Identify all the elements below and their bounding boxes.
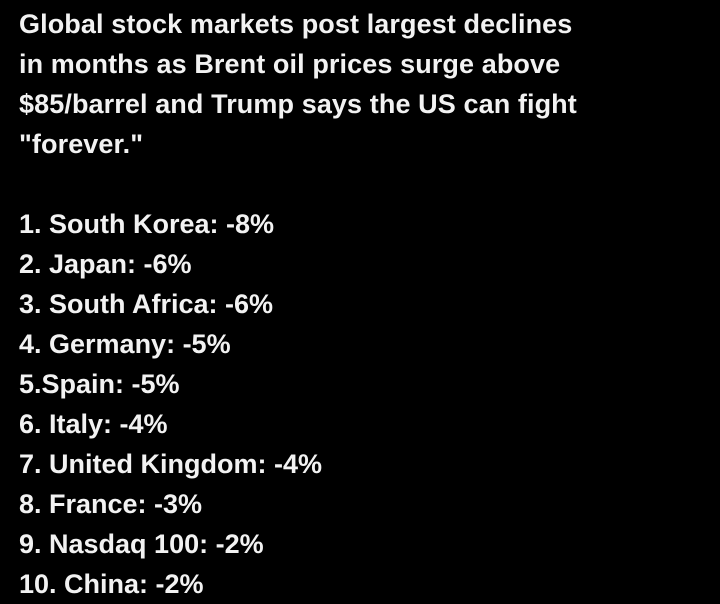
list-item: 2. Japan: -6% (19, 249, 192, 279)
list-item: 7. United Kingdom: -4% (19, 449, 322, 479)
list-item: 8. France: -3% (19, 489, 203, 519)
list-item: 5.Spain: -5% (19, 369, 180, 399)
list-item: 6. Italy: -4% (19, 409, 168, 439)
list-item: 3. South Africa: -6% (19, 289, 274, 319)
declines-list: 1. South Korea: -8% 2. Japan: -6% 3. Sou… (19, 204, 709, 604)
list-item: 9. Nasdaq 100: -2% (19, 529, 264, 559)
post-body: Global stock markets post largest declin… (19, 4, 709, 604)
list-item: 1. South Korea: -8% (19, 209, 275, 239)
post-headline: Global stock markets post largest declin… (19, 9, 577, 159)
list-item: 4. Germany: -5% (19, 329, 231, 359)
list-item: 10. China: -2% (19, 569, 204, 599)
